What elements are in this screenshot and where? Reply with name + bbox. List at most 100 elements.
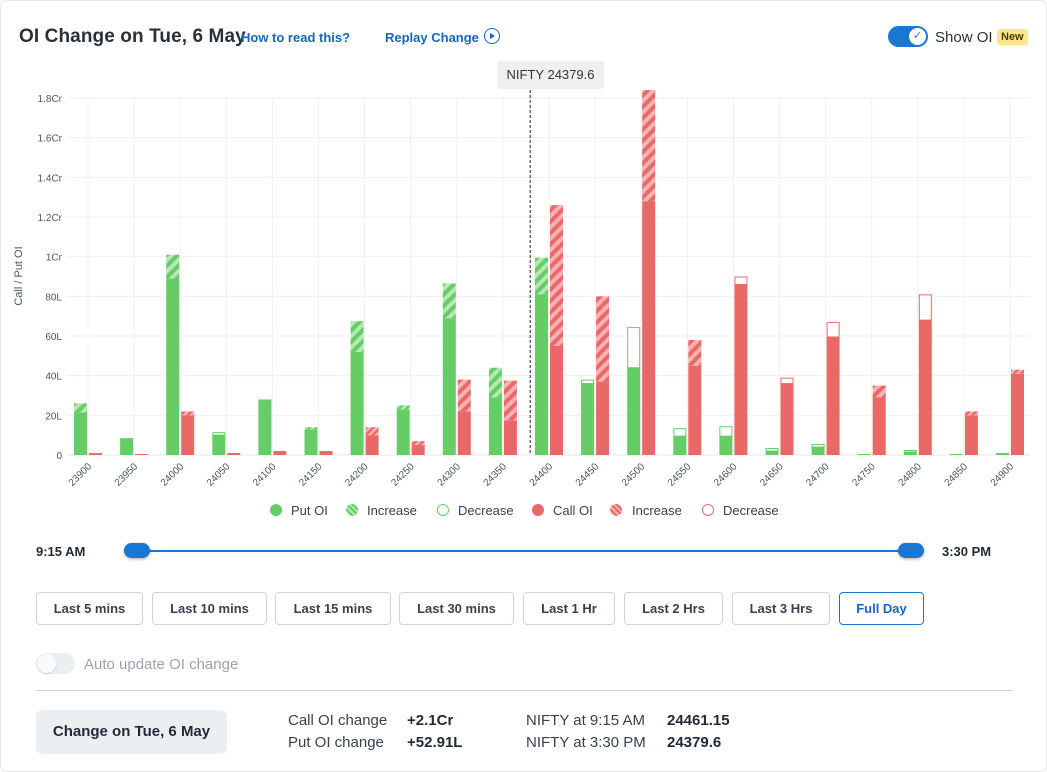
slider-start-handle[interactable]	[124, 543, 150, 558]
put-oi-bar[interactable]	[488, 397, 502, 455]
range-last-2-hrs-button[interactable]: Last 2 Hrs	[624, 592, 723, 625]
range-last-1-hr-button[interactable]: Last 1 Hr	[523, 592, 615, 625]
put-increase-bar[interactable]	[74, 403, 87, 413]
put-oi-bar[interactable]	[535, 294, 548, 455]
play-circle-icon[interactable]	[484, 28, 500, 44]
call-oi-bar[interactable]	[227, 453, 241, 455]
call-increase-bar[interactable]	[181, 411, 195, 416]
x-tick-label: 24650	[758, 461, 786, 489]
call-increase-bar[interactable]	[642, 90, 656, 202]
call-increase-bar[interactable]	[1011, 369, 1024, 374]
call-oi-bar[interactable]	[642, 201, 656, 455]
put-increase-bar[interactable]	[304, 427, 318, 430]
put-oi-bar[interactable]	[903, 452, 917, 455]
put-increase-bar[interactable]	[396, 405, 410, 410]
put-oi-bar[interactable]	[627, 367, 641, 455]
put-oi-bar[interactable]	[166, 278, 180, 455]
put-oi-bar[interactable]	[120, 438, 134, 455]
call-increase-bar[interactable]	[688, 339, 702, 366]
put-decrease-bar[interactable]	[673, 428, 687, 437]
put-oi-bar[interactable]	[857, 454, 871, 455]
call-oi-bar[interactable]	[826, 336, 840, 455]
call-oi-bar[interactable]	[596, 381, 610, 455]
legend-call-decrease[interactable]: Decrease	[723, 503, 779, 518]
call-increase-bar[interactable]	[550, 205, 563, 346]
call-increase-bar[interactable]	[503, 380, 517, 421]
call-decrease-bar[interactable]	[780, 377, 794, 385]
call-oi-bar[interactable]	[319, 451, 333, 455]
call-increase-bar[interactable]	[964, 411, 978, 416]
put-increase-bar[interactable]	[442, 283, 456, 319]
range-last-3-hrs-button[interactable]: Last 3 Hrs	[732, 592, 830, 625]
put-increase-bar[interactable]	[535, 257, 548, 295]
call-increase-bar[interactable]	[411, 441, 425, 446]
put-increase-bar[interactable]	[166, 254, 180, 279]
put-oi-bar[interactable]	[258, 399, 272, 455]
put-oi-bar[interactable]	[212, 435, 226, 455]
legend-put-decrease[interactable]: Decrease	[458, 503, 514, 518]
legend-call-increase[interactable]: Increase	[632, 503, 682, 518]
legend-put-oi[interactable]: Put OI	[291, 503, 328, 518]
call-oi-bar[interactable]	[89, 453, 102, 455]
put-decrease-bar[interactable]	[765, 448, 779, 452]
y-tick-label: 1.8Cr	[38, 94, 63, 105]
legend-put-increase[interactable]: Increase	[367, 503, 417, 518]
call-decrease-bar[interactable]	[826, 322, 840, 338]
call-oi-bar[interactable]	[273, 451, 287, 455]
put-oi-bar[interactable]	[350, 351, 364, 455]
put-oi-bar[interactable]	[581, 383, 595, 455]
call-oi-bar[interactable]	[918, 320, 932, 455]
put-decrease-bar[interactable]	[811, 444, 825, 448]
legend-call-oi[interactable]: Call OI	[553, 503, 593, 518]
range-last-15-mins-button[interactable]: Last 15 mins	[275, 592, 391, 625]
put-oi-bar[interactable]	[811, 447, 825, 455]
call-oi-bar[interactable]	[964, 415, 978, 455]
call-oi-bar[interactable]	[181, 415, 195, 455]
range-last-5-mins-button[interactable]: Last 5 mins	[36, 592, 143, 625]
time-range-track[interactable]	[137, 550, 912, 552]
call-increase-bar[interactable]	[457, 379, 471, 412]
put-oi-bar[interactable]	[673, 436, 687, 455]
put-decrease-bar[interactable]	[627, 327, 641, 369]
call-oi-bar[interactable]	[135, 454, 149, 455]
put-increase-bar[interactable]	[488, 367, 502, 398]
how-to-read-link[interactable]: How to read this?	[241, 30, 351, 45]
put-oi-bar[interactable]	[442, 318, 456, 455]
call-decrease-bar[interactable]	[918, 294, 932, 321]
call-increase-bar[interactable]	[596, 296, 610, 382]
put-oi-bar[interactable]	[74, 412, 87, 455]
put-oi-bar[interactable]	[396, 409, 410, 455]
put-oi-bar[interactable]	[996, 453, 1009, 455]
range-last-30-mins-button[interactable]: Last 30 mins	[399, 592, 514, 625]
call-oi-bar[interactable]	[457, 411, 471, 455]
put-decrease-bar[interactable]	[212, 432, 226, 436]
call-oi-bar[interactable]	[1011, 373, 1024, 455]
call-increase-bar[interactable]	[872, 385, 886, 398]
put-oi-bar[interactable]	[304, 429, 318, 455]
put-increase-bar[interactable]	[350, 321, 364, 352]
slider-end-handle[interactable]	[898, 543, 924, 558]
put-decrease-bar[interactable]	[719, 426, 733, 437]
call-oi-bar[interactable]	[688, 365, 702, 455]
call-decrease-bar[interactable]	[734, 276, 748, 285]
x-tick-label: 24250	[389, 461, 417, 489]
call-oi-bar[interactable]	[365, 435, 379, 455]
put-decrease-bar[interactable]	[903, 450, 917, 453]
call-increase-bar[interactable]	[365, 427, 379, 436]
auto-update-toggle[interactable]	[36, 653, 75, 674]
put-oi-bar[interactable]	[765, 451, 779, 455]
call-oi-bar[interactable]	[411, 445, 425, 455]
call-oi-bar[interactable]	[503, 420, 517, 455]
range-full-day-button[interactable]: Full Day	[839, 592, 924, 625]
replay-change-link[interactable]: Replay Change	[385, 30, 479, 45]
show-oi-toggle[interactable]: ✓	[888, 26, 928, 47]
range-last-10-mins-button[interactable]: Last 10 mins	[152, 592, 267, 625]
put-oi-bar[interactable]	[719, 436, 733, 455]
put-oi-bar[interactable]	[949, 454, 963, 455]
call-oi-bar[interactable]	[734, 284, 748, 455]
call-oi-bar[interactable]	[872, 397, 886, 455]
call-oi-bar[interactable]	[780, 383, 794, 455]
change-date-button[interactable]: Change on Tue, 6 May	[36, 710, 227, 754]
call-oi-bar[interactable]	[550, 345, 563, 455]
put-decrease-bar[interactable]	[581, 379, 595, 385]
